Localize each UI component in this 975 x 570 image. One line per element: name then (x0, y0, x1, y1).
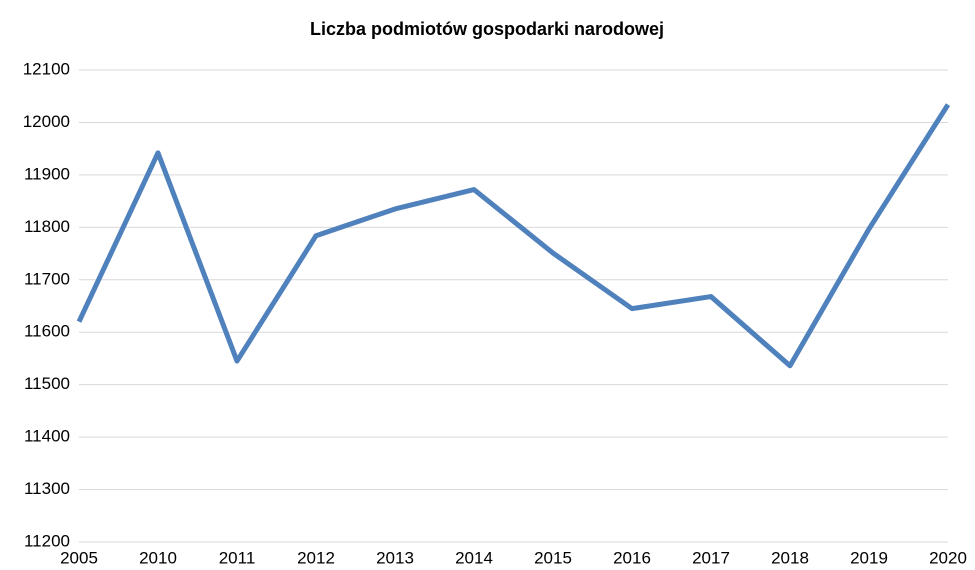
chart-title: Liczba podmiotów gospodarki narodowej (310, 19, 664, 39)
y-tick-label: 12000 (23, 112, 70, 131)
y-tick-label: 11300 (24, 479, 70, 498)
x-tick-label: 2020 (929, 548, 967, 567)
x-tick-label: 2013 (376, 548, 414, 567)
y-tick-label: 11900 (24, 164, 70, 183)
x-tick-label: 2012 (297, 548, 335, 567)
x-tick-label: 2014 (455, 548, 493, 567)
y-tick-label: 11200 (24, 531, 70, 550)
y-tick-label: 12100 (23, 59, 70, 78)
x-tick-label: 2010 (139, 548, 177, 567)
x-tick-label: 2015 (534, 548, 572, 567)
x-tick-label: 2005 (60, 548, 98, 567)
data-line (76, 103, 951, 369)
y-tick-label: 11400 (24, 427, 70, 446)
x-tick-label: 2019 (850, 548, 888, 567)
y-tick-label: 11700 (24, 269, 70, 288)
x-tick-label: 2018 (771, 548, 809, 567)
y-tick-label: 11500 (24, 374, 70, 393)
y-tick-label: 11800 (24, 217, 70, 236)
x-tick-label: 2016 (613, 548, 651, 567)
x-tick-label: 2017 (692, 548, 730, 567)
x-tick-label: 2011 (219, 548, 256, 567)
y-tick-label: 11600 (24, 322, 70, 341)
